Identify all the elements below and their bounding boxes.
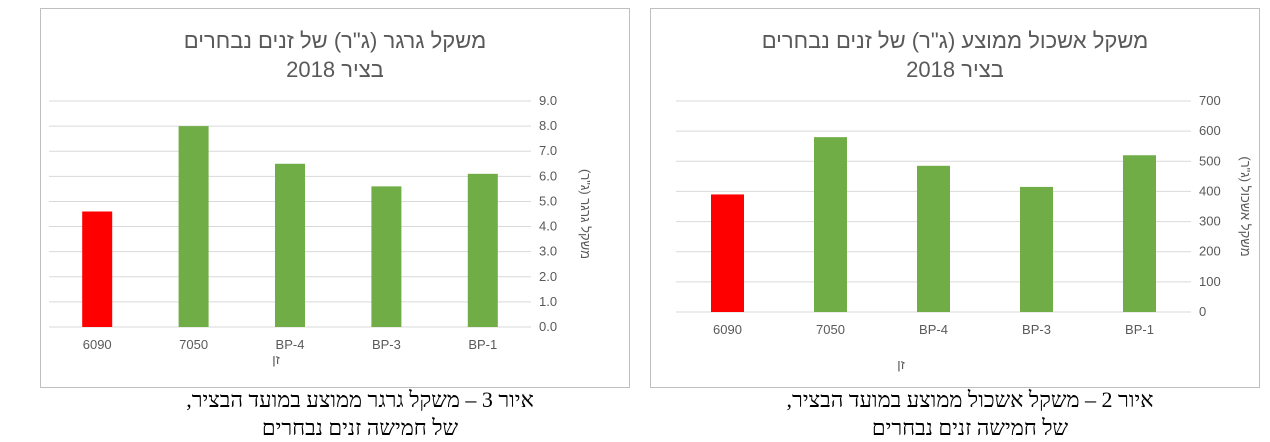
chart-title: משקל אשכול ממוצע (ג"ר) של זנים נבחרים — [761, 28, 1149, 53]
bar — [275, 163, 305, 327]
bar — [467, 173, 498, 327]
y-tick-label: 700 — [1199, 93, 1221, 108]
bar — [371, 186, 402, 327]
y-tick-label: 4.0 — [539, 219, 557, 234]
x-tick-label: BP-3 — [1022, 322, 1051, 337]
y-axis-label: משקל אשכול (ג"ר) — [1238, 156, 1253, 256]
x-axis-label: זן — [897, 357, 905, 372]
x-tick-label: BP-1 — [468, 337, 497, 352]
y-tick-label: 100 — [1199, 274, 1221, 289]
chart-title: משקל גרגר (ג"ר) של זנים נבחרים — [183, 28, 487, 53]
y-tick-label: 600 — [1199, 123, 1221, 138]
figure-caption-left: איור 3 – משקל גרגר ממוצע במועד הבציר, של… — [130, 386, 590, 442]
x-tick-label: 6090 — [83, 337, 112, 352]
caption-line: של חמישה זנים נבחרים — [871, 415, 1069, 440]
x-tick-label: BP-4 — [919, 322, 948, 337]
x-tick-label: BP-4 — [276, 337, 305, 352]
x-tick-label: 7050 — [179, 337, 208, 352]
y-tick-label: 9.0 — [539, 93, 557, 108]
y-tick-label: 200 — [1199, 244, 1221, 259]
y-tick-label: 8.0 — [539, 118, 557, 133]
bar — [1123, 155, 1156, 312]
bar-chart-grain-weight: 0.0 1.0 2.0 3.0 4.0 5.0 6.0 7.0 8.0 9.0 6090 7050 BP… — [49, 93, 593, 367]
y-tick-label: 5.0 — [539, 193, 557, 208]
y-tick-label: 400 — [1199, 183, 1221, 198]
bar — [82, 211, 113, 327]
x-tick-label: BP-1 — [1125, 322, 1154, 337]
caption-line: איור 3 – משקל גרגר ממוצע במועד הבציר, — [186, 387, 534, 412]
chart-subtitle: בציר 2018 — [906, 57, 1004, 82]
chart-panel-right: משקל אשכול ממוצע (ג"ר) של זנים נבחרים בצ… — [650, 8, 1260, 388]
bar — [711, 194, 744, 312]
bar — [814, 137, 847, 312]
y-tick-label: 500 — [1199, 153, 1221, 168]
x-tick-label: BP-3 — [372, 337, 401, 352]
y-tick-label: 7.0 — [539, 143, 557, 158]
bar — [1020, 186, 1053, 312]
bar — [917, 165, 950, 312]
x-tick-label: 6090 — [713, 322, 742, 337]
y-tick-label: 0.0 — [539, 319, 557, 334]
x-axis-label: זן — [272, 352, 280, 367]
y-axis-label: משקל גרגר (ג"ר) — [578, 169, 593, 259]
caption-line: איור 2 – משקל אשכול ממוצע במועד הבציר, — [786, 387, 1154, 412]
caption-line: של חמישה זנים נבחרים — [261, 415, 459, 440]
bar — [178, 126, 209, 327]
x-tick-label: 7050 — [816, 322, 845, 337]
y-tick-label: 1.0 — [539, 294, 557, 309]
y-tick-label: 2.0 — [539, 269, 557, 284]
chart-subtitle: בציר 2018 — [286, 57, 384, 82]
chart-panel-left: משקל גרגר (ג"ר) של זנים נבחרים בציר 2018… — [40, 8, 630, 388]
y-tick-label: 6.0 — [539, 168, 557, 183]
figure-caption-right: איור 2 – משקל אשכול ממוצע במועד הבציר, ש… — [740, 386, 1200, 442]
bar-chart-cluster-weight: 0 100 200 300 400 500 600 700 6090 7050 BP-4 BP-3 BP… — [676, 93, 1253, 372]
y-tick-label: 0 — [1199, 304, 1206, 319]
y-tick-label: 3.0 — [539, 244, 557, 259]
y-tick-label: 300 — [1199, 214, 1221, 229]
